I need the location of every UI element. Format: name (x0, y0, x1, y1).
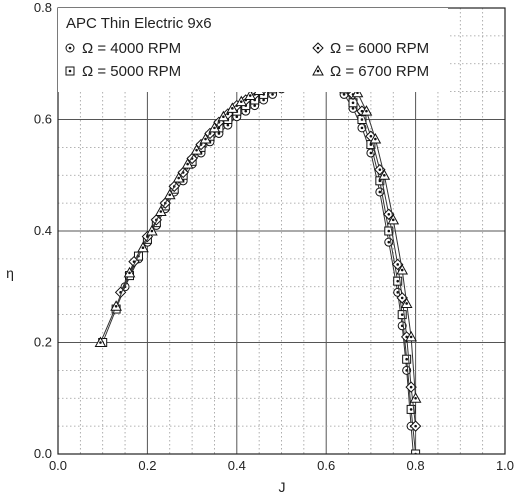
tick-labels: 0.0 0.2 0.4 0.6 0.8 1.0 0.0 0.2 0.4 0.6 0.8 (34, 0, 514, 473)
data-point (397, 310, 407, 320)
data-point (226, 102, 239, 113)
data-point (94, 336, 107, 347)
data-point (397, 321, 407, 331)
data-point (402, 354, 412, 364)
legend-item: Ω = 6000 RPM (312, 40, 429, 57)
legend-label: Ω = 4000 RPM (82, 40, 181, 57)
data-point (369, 132, 382, 144)
legend-label: Ω = 6700 RPM (330, 63, 429, 80)
data-point (405, 330, 417, 342)
data-point (163, 188, 176, 200)
data-point (406, 404, 416, 414)
data-point (199, 132, 212, 144)
data-point (375, 176, 385, 186)
data-point (235, 95, 248, 107)
data-point (208, 121, 221, 133)
legend-marker (312, 42, 324, 54)
x-tick-label: 0.2 (138, 458, 156, 473)
x-tick-label: 0.0 (49, 458, 67, 473)
data-point (393, 276, 403, 286)
legend-label: Ω = 5000 RPM (82, 63, 181, 80)
data-point (146, 224, 158, 236)
y-tick-label: 0.8 (34, 0, 52, 15)
y-tick-label: 0.6 (34, 112, 52, 127)
legend-label: Ω = 6000 RPM (330, 40, 429, 57)
legend-box (58, 8, 448, 92)
legend-item: Ω = 6700 RPM (312, 63, 429, 80)
data-point (150, 214, 163, 226)
legend-item: Ω = 4000 RPM (65, 40, 181, 57)
legend-marker (65, 43, 75, 53)
data-point (154, 205, 167, 216)
y-axis-label: η (6, 265, 14, 281)
legend: APC Thin Electric 9x6 Ω = 4000 RPM Ω = 50… (58, 8, 448, 92)
data-point (400, 297, 413, 308)
legend-marker (65, 66, 75, 76)
data-point (244, 89, 257, 101)
x-tick-label: 0.8 (407, 458, 425, 473)
y-tick-label: 0.2 (34, 335, 52, 350)
x-tick-label: 0.6 (317, 458, 335, 473)
legend-marker (312, 64, 324, 76)
y-tick-label: 0.0 (34, 446, 52, 461)
x-axis-label: J (279, 479, 286, 495)
data-point (217, 110, 230, 122)
data-point (172, 172, 185, 183)
legend-item: Ω = 5000 RPM (65, 63, 181, 80)
x-tick-label: 0.4 (228, 458, 246, 473)
data-point (123, 266, 136, 278)
data-point (137, 241, 149, 253)
data-point (360, 105, 373, 116)
legend-title: APC Thin Electric 9x6 (66, 15, 212, 32)
data-point (110, 300, 122, 311)
data-point (351, 86, 364, 98)
data-point (396, 263, 409, 275)
data-point (181, 158, 194, 169)
data-point (396, 292, 408, 304)
x-tick-label: 1.0 (496, 458, 514, 473)
data-point (190, 144, 203, 155)
data-point (384, 226, 394, 236)
data-point (409, 392, 422, 403)
data-point (387, 213, 400, 225)
data-point (114, 286, 127, 299)
data-point (409, 420, 422, 432)
y-tick-label: 0.4 (34, 223, 52, 238)
data-point (378, 169, 391, 180)
